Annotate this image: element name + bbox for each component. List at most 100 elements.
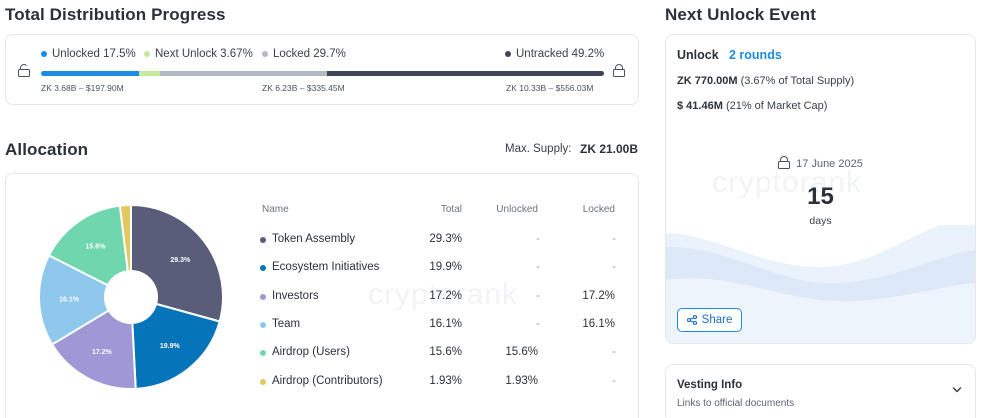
- column-header-unlocked[interactable]: Unlocked: [496, 204, 538, 215]
- row-unlocked: -: [536, 261, 540, 273]
- wave-background: [666, 225, 975, 343]
- row-total: 16.1%: [429, 318, 462, 330]
- unlock-amount: ZK 770.00M: [677, 75, 738, 87]
- progress-segment-unlocked: [41, 71, 140, 76]
- table-row: Ecosystem Initiatives 19.9% - -: [6, 259, 638, 279]
- legend-dot: [505, 51, 511, 57]
- allocation-card: cryptorank 29.3% 19.9% 17.2% 16.1% 15.6% Nam…: [5, 173, 639, 418]
- unlocked-range: ZK 3.68B – $197.90M: [41, 83, 124, 93]
- max-supply-label: Max. Supply:: [505, 143, 572, 155]
- pie-slice-label: 19.9%: [160, 343, 181, 350]
- vesting-info-accordion[interactable]: Vesting Info Links to official documents: [665, 364, 976, 418]
- legend-label: Unlocked 17.5%: [52, 48, 136, 60]
- lock-icon: [613, 64, 625, 77]
- allocation-pie-chart: 29.3% 19.9% 17.2% 16.1% 15.6%: [39, 205, 223, 389]
- max-supply-value: ZK 21.00B: [580, 142, 639, 156]
- share-button[interactable]: Share: [677, 308, 742, 332]
- legend-dot: [41, 51, 47, 57]
- pie-slice-ecosystem-initiatives[interactable]: [129, 295, 221, 389]
- row-name: Airdrop (Contributors): [272, 375, 383, 387]
- unlock-icon: [18, 64, 30, 77]
- row-color-dot: [260, 379, 266, 385]
- unlock-usd-note: (21% of Market Cap): [725, 100, 828, 112]
- table-row: Token Assembly 29.3% - -: [6, 231, 638, 251]
- pie-slice-label: 29.3%: [170, 257, 191, 264]
- progress-segment-next-unlock: [139, 71, 161, 76]
- legend-untracked: Untracked 49.2%: [505, 48, 604, 60]
- row-color-dot: [260, 350, 266, 356]
- table-row: Airdrop (Users) 15.6% 15.6% -: [6, 344, 638, 364]
- distribution-card: Unlocked 17.5% Next Unlock 3.67% Locked …: [5, 34, 639, 105]
- row-unlocked: 15.6%: [505, 346, 538, 358]
- row-color-dot: [260, 237, 266, 243]
- allocation-title: Allocation: [5, 140, 89, 159]
- column-header-locked[interactable]: Locked: [582, 204, 615, 215]
- row-locked: -: [612, 261, 616, 273]
- vesting-info-subtitle: Links to official documents: [677, 398, 795, 409]
- share-label: Share: [701, 314, 733, 326]
- distribution-progress-bar: [41, 71, 604, 76]
- unlock-usd: $ 41.46M: [677, 100, 723, 112]
- countdown-days-label: days: [809, 215, 832, 227]
- row-name: Investors: [272, 290, 319, 302]
- vesting-info-title: Vesting Info: [677, 379, 743, 391]
- legend-dot: [262, 51, 268, 57]
- column-header-name[interactable]: Name: [262, 204, 289, 215]
- row-unlocked: -: [536, 290, 540, 302]
- unlock-usd-line: $ 41.46M (21% of Market Cap): [677, 100, 827, 112]
- row-name: Team: [272, 318, 301, 330]
- row-color-dot: [260, 265, 266, 271]
- legend-unlocked: Unlocked 17.5%: [41, 48, 136, 60]
- row-locked: 16.1%: [582, 318, 615, 330]
- row-color-dot: [260, 322, 266, 328]
- legend-label: Untracked 49.2%: [516, 48, 605, 60]
- watermark: cryptorank: [712, 166, 863, 199]
- row-name: Airdrop (Users): [272, 346, 350, 358]
- table-row: Airdrop (Contributors) 1.93% 1.93% -: [6, 373, 638, 393]
- row-total: 15.6%: [429, 346, 462, 358]
- legend-dot: [144, 51, 150, 57]
- pie-slice-label: 16.1%: [59, 297, 80, 304]
- pie-slice-label: 17.2%: [92, 349, 113, 356]
- share-icon: [686, 315, 697, 325]
- row-unlocked: 1.93%: [505, 375, 538, 387]
- legend-label: Next Unlock 3.67%: [155, 48, 253, 60]
- pie-slice-label: 15.6%: [85, 244, 106, 251]
- countdown-days: 15: [807, 183, 834, 210]
- pie-slice-team[interactable]: [39, 254, 134, 346]
- pie-slice-investors[interactable]: [50, 295, 137, 389]
- pie-hole: [104, 270, 158, 324]
- unlock-label: Unlock: [677, 48, 719, 62]
- unlock-date-text: 17 June 2025: [796, 158, 863, 170]
- row-unlocked: -: [536, 318, 540, 330]
- row-unlocked: -: [536, 233, 540, 245]
- row-name: Ecosystem Initiatives: [272, 261, 380, 273]
- row-name: Token Assembly: [272, 233, 356, 245]
- unlock-amount-line: ZK 770.00M (3.67% of Total Supply): [677, 75, 854, 87]
- progress-segment-locked: [160, 71, 328, 76]
- row-locked: 17.2%: [582, 290, 615, 302]
- unlock-date: 17 June 2025: [666, 156, 975, 170]
- chevron-down-icon[interactable]: [952, 385, 962, 395]
- locked-range: ZK 6.23B – $335.45M: [262, 83, 345, 93]
- row-color-dot: [260, 294, 266, 300]
- unlock-amount-note: (3.67% of Total Supply): [740, 75, 855, 87]
- row-total: 19.9%: [429, 261, 462, 273]
- lock-icon: [778, 156, 791, 169]
- next-unlock-card: Unlock 2 rounds ZK 770.00M (3.67% of Tot…: [665, 34, 976, 344]
- row-total: 1.93%: [429, 375, 462, 387]
- untracked-range: ZK 10.33B – $556.03M: [506, 83, 594, 93]
- watermark: cryptorank: [368, 278, 519, 311]
- pie-slice-airdrop-users[interactable]: [47, 205, 133, 299]
- progress-segment-untracked: [327, 71, 604, 76]
- next-unlock-title: Next Unlock Event: [665, 5, 816, 24]
- column-header-total[interactable]: Total: [440, 204, 462, 215]
- row-locked: -: [612, 375, 616, 387]
- table-row: Team 16.1% - 16.1%: [6, 316, 638, 336]
- distribution-title: Total Distribution Progress: [5, 5, 226, 24]
- row-total: 29.3%: [429, 233, 462, 245]
- rounds-link[interactable]: 2 rounds: [729, 48, 782, 62]
- legend-label: Locked 29.7%: [273, 48, 346, 60]
- row-locked: -: [612, 346, 616, 358]
- legend-locked: Locked 29.7%: [262, 48, 346, 60]
